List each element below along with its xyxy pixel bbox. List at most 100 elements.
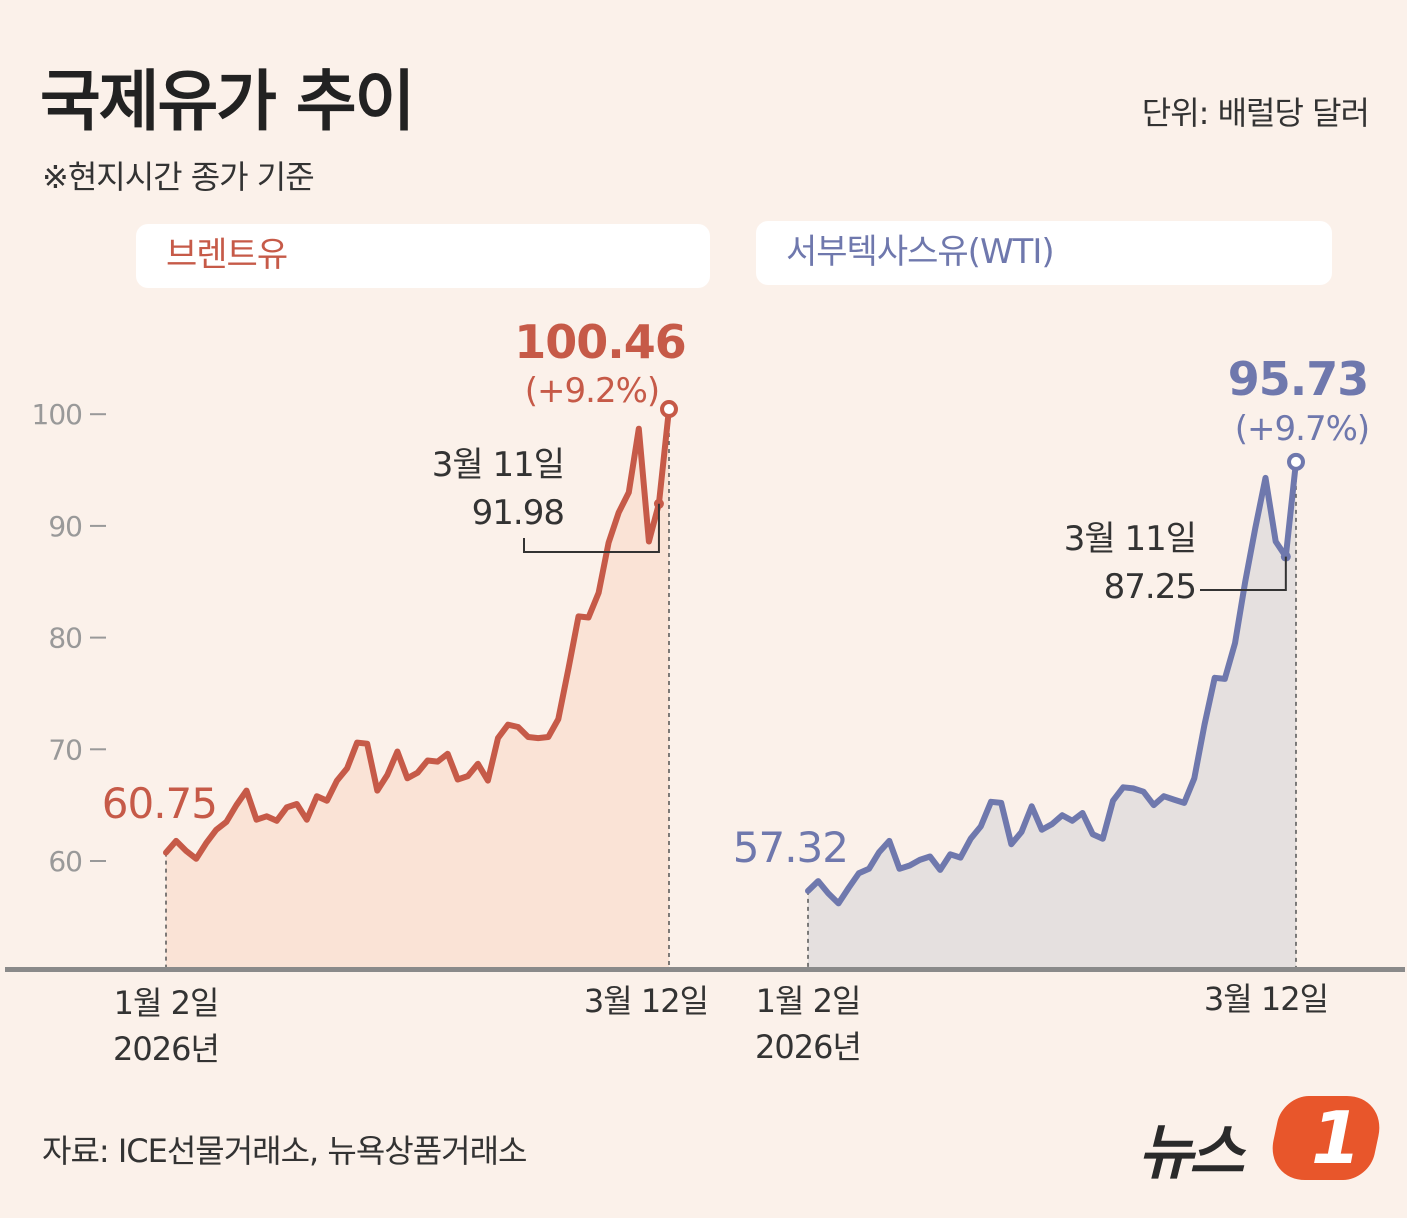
brent-end-value: 100.46 bbox=[514, 315, 686, 369]
brent-annotation-date: 3월 11일 bbox=[432, 445, 564, 485]
brent-point bbox=[386, 773, 389, 776]
wti-area bbox=[808, 461, 1296, 968]
brent-point bbox=[165, 851, 167, 854]
logo-text: 뉴스 bbox=[1138, 1118, 1244, 1188]
brent-point bbox=[537, 737, 540, 740]
brent-point bbox=[325, 799, 328, 802]
brent-point bbox=[547, 736, 550, 739]
wti-point bbox=[857, 872, 860, 875]
brent-point bbox=[356, 741, 359, 744]
brent-point bbox=[607, 541, 610, 544]
brent-x-start-label: 1월 2일 bbox=[114, 984, 219, 1022]
brent-point bbox=[476, 762, 479, 765]
wti-panel-label: 서부텍사스유(WTI) bbox=[756, 221, 1332, 285]
brent-point bbox=[235, 804, 238, 807]
brent-point bbox=[597, 591, 600, 594]
wti-point bbox=[827, 892, 830, 895]
brent-point bbox=[275, 819, 278, 822]
brent-point bbox=[557, 718, 560, 721]
news1-logo: 뉴스 1 bbox=[1138, 1096, 1387, 1188]
brent-point bbox=[315, 795, 318, 798]
page-title: 국제유가 추이 bbox=[40, 63, 415, 140]
wti-point bbox=[817, 880, 820, 883]
wti-point bbox=[1213, 676, 1216, 679]
wti-point bbox=[929, 855, 931, 858]
wti-point bbox=[1162, 795, 1165, 798]
wti-point bbox=[1223, 677, 1226, 680]
wti-point bbox=[1254, 527, 1257, 530]
wti-point bbox=[1051, 823, 1053, 826]
wti-point bbox=[959, 856, 962, 859]
brent-point bbox=[366, 742, 369, 745]
wti-annotation-leader bbox=[1200, 556, 1287, 591]
wti-point bbox=[1112, 799, 1114, 802]
brent-point bbox=[587, 616, 590, 619]
wti-point bbox=[1152, 804, 1155, 807]
wti-point bbox=[1173, 798, 1175, 801]
brent-point bbox=[426, 759, 429, 762]
wti-point bbox=[1183, 801, 1186, 804]
x-axis-baseline bbox=[5, 967, 1405, 972]
wti-x-start-year: 2026년 bbox=[755, 1028, 861, 1066]
brent-start-value: 60.75 bbox=[102, 779, 217, 828]
wti-point bbox=[1010, 843, 1013, 846]
brent-point bbox=[336, 779, 339, 782]
wti-point bbox=[1234, 642, 1236, 645]
wti-point bbox=[1020, 830, 1023, 833]
brent-annotation-leader bbox=[523, 503, 660, 553]
wti-point bbox=[1101, 837, 1104, 840]
wti-point bbox=[949, 853, 952, 856]
brent-point bbox=[617, 511, 620, 514]
brent-point bbox=[265, 815, 268, 818]
wti-point bbox=[1000, 801, 1003, 804]
wti-annotation-value: 87.25 bbox=[1104, 567, 1196, 607]
wti-point bbox=[1061, 814, 1064, 817]
wti-point bbox=[1122, 786, 1125, 789]
brent-point bbox=[456, 778, 459, 781]
wti-point bbox=[1264, 476, 1267, 479]
brent-point bbox=[185, 849, 188, 852]
brent-point bbox=[446, 752, 449, 755]
brent-point bbox=[205, 842, 208, 845]
wti-point bbox=[969, 837, 972, 840]
wti-point bbox=[918, 858, 921, 861]
wti-point bbox=[1193, 777, 1196, 780]
wti-point bbox=[1030, 805, 1033, 808]
y-tick-label: 70 bbox=[48, 733, 82, 766]
wti-point bbox=[868, 867, 870, 870]
brent-point bbox=[295, 803, 298, 806]
brent-x-end-label: 3월 12일 bbox=[584, 982, 708, 1020]
wti-point bbox=[1081, 811, 1084, 814]
page-subtitle: ※현지시간 종가 기준 bbox=[42, 158, 315, 196]
brent-point bbox=[507, 723, 510, 726]
brent-point bbox=[577, 615, 580, 618]
brent-area bbox=[166, 409, 669, 969]
brent-point bbox=[305, 818, 308, 821]
wti-point bbox=[888, 839, 891, 842]
brent-point bbox=[436, 760, 439, 763]
wti-point bbox=[898, 867, 901, 870]
brent-point bbox=[486, 779, 489, 782]
brent-point bbox=[376, 789, 379, 792]
brent-point bbox=[637, 427, 640, 430]
wti-point bbox=[837, 902, 840, 905]
wti-x-start-label: 1월 2일 bbox=[756, 982, 861, 1020]
brent-point bbox=[285, 806, 288, 809]
wti-annotation-date: 3월 11일 bbox=[1064, 519, 1196, 559]
brent-point bbox=[215, 828, 218, 831]
brent-point bbox=[627, 491, 630, 494]
brent-x-start-year: 2026년 bbox=[113, 1030, 219, 1068]
brent-point bbox=[255, 818, 258, 821]
wti-start-value: 57.32 bbox=[733, 823, 848, 872]
brent-point bbox=[396, 750, 399, 753]
y-tick-label: 60 bbox=[48, 845, 82, 878]
y-tick-label: 100 bbox=[32, 398, 82, 431]
brent-point bbox=[466, 775, 469, 778]
wti-point bbox=[1274, 540, 1277, 543]
wti-point bbox=[1071, 819, 1074, 822]
y-tick-label: 90 bbox=[48, 510, 82, 543]
source-note: 자료: ICE선물거래소, 뉴욕상품거래소 bbox=[42, 1132, 527, 1170]
wti-x-end-label: 3월 12일 bbox=[1204, 980, 1328, 1018]
brent-point bbox=[245, 789, 248, 792]
